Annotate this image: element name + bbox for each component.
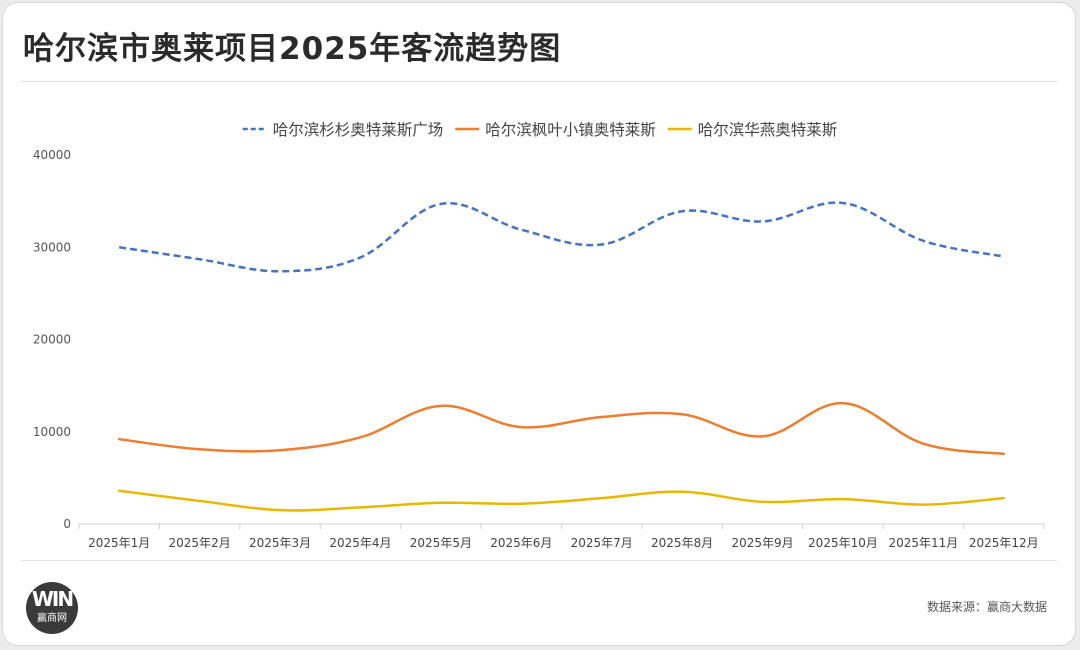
y-axis: 0 10000 20000 30000 40000: [33, 148, 71, 531]
y-tick-label: 0: [63, 517, 71, 531]
legend-item-3: 哈尔滨华燕奥特莱斯: [667, 121, 838, 139]
series-line-3: [117, 489, 1006, 512]
x-axis: 2025年1月 2025年2月 2025年3月 2025年4月 2025年5月 2025年…: [78, 523, 1045, 550]
series-line-2: [117, 401, 1006, 456]
x-tick-label: 2025年1月: [88, 536, 150, 550]
series-line-1: [119, 201, 1005, 273]
x-tick-label: 2025年10月: [808, 536, 878, 550]
y-tick-label: 20000: [33, 333, 71, 347]
legend-label: 哈尔滨华燕奥特莱斯: [698, 121, 838, 139]
y-tick-label: 40000: [33, 148, 71, 162]
x-tick-label: 2025年11月: [888, 536, 958, 550]
page-title: 哈尔滨市奥莱项目2025年客流趋势图: [23, 31, 562, 67]
brand-logo: WIN 赢商网: [26, 582, 78, 634]
y-tick-label: 10000: [33, 425, 71, 439]
x-tick-label: 2025年2月: [169, 536, 231, 550]
logo-mark: WIN: [31, 587, 74, 611]
y-tick-label: 30000: [33, 240, 71, 254]
x-tick-label: 2025年8月: [651, 536, 713, 550]
x-tick-label: 2025年7月: [571, 536, 633, 550]
title-divider: [21, 81, 1057, 82]
x-tick-label: 2025年4月: [329, 536, 391, 550]
x-tick-label: 2025年6月: [490, 536, 552, 550]
series-lines: [117, 201, 1006, 512]
line-chart: 哈尔滨杉杉奥特莱斯广场 哈尔滨枫叶小镇奥特莱斯 哈尔滨华燕奥特莱斯 0 10000 20…: [33, 121, 1045, 550]
legend-label: 哈尔滨枫叶小镇奥特莱斯: [485, 121, 656, 139]
x-tick-label: 2025年3月: [249, 536, 311, 550]
legend-item-2: 哈尔滨枫叶小镇奥特莱斯: [455, 121, 656, 139]
footer-divider: [21, 560, 1057, 561]
x-tick-label: 2025年9月: [731, 536, 793, 550]
x-tick-label: 2025年5月: [410, 536, 472, 550]
legend-label: 哈尔滨杉杉奥特莱斯广场: [273, 121, 444, 139]
logo-name: 赢商网: [37, 613, 67, 624]
chart-legend: 哈尔滨杉杉奥特莱斯广场 哈尔滨枫叶小镇奥特莱斯 哈尔滨华燕奥特莱斯: [242, 121, 838, 139]
legend-item-1: 哈尔滨杉杉奥特莱斯广场: [242, 121, 444, 139]
data-source: 数据来源：赢商大数据: [926, 600, 1047, 614]
x-tick-label: 2025年12月: [969, 536, 1039, 550]
